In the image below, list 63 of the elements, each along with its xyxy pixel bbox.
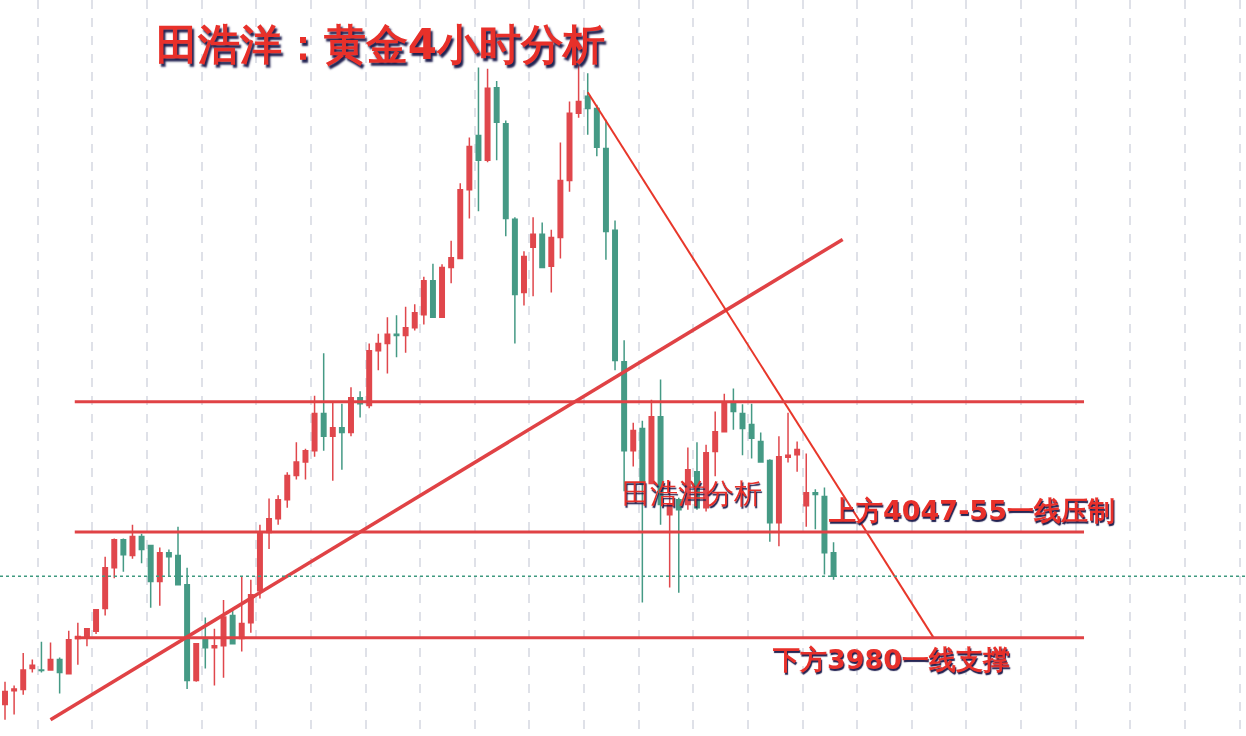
candlestick bbox=[193, 643, 200, 683]
candlestick bbox=[102, 555, 109, 617]
candlestick bbox=[493, 80, 500, 162]
candlestick bbox=[521, 250, 527, 307]
candlestick bbox=[466, 136, 473, 220]
candlestick bbox=[548, 228, 555, 294]
candlestick bbox=[11, 684, 18, 716]
candlestick bbox=[229, 608, 236, 645]
candlestick bbox=[111, 537, 118, 580]
candlestick bbox=[2, 680, 8, 721]
candlestick bbox=[65, 629, 72, 676]
candlestick bbox=[375, 332, 382, 372]
candlestick bbox=[794, 440, 801, 473]
candlestick bbox=[402, 306, 409, 354]
candlestick bbox=[38, 641, 45, 674]
candlestick bbox=[511, 216, 518, 345]
candlestick bbox=[429, 262, 436, 319]
candlestick bbox=[730, 387, 737, 431]
candlestick bbox=[29, 658, 36, 674]
candlestick bbox=[138, 533, 145, 565]
candlestick bbox=[475, 66, 482, 213]
ref-line-label: 上方4047-55一线压制 bbox=[828, 495, 1115, 526]
candlestick bbox=[539, 221, 546, 269]
ref-line-label: 下方3980一线支撑 bbox=[772, 644, 1011, 675]
chart-title: 田浩洋：黄金4小时分析 bbox=[155, 19, 605, 69]
candlestick bbox=[47, 641, 54, 672]
candlestick bbox=[785, 412, 792, 464]
candlestick bbox=[320, 352, 327, 452]
candlestick bbox=[302, 448, 309, 481]
candlestick bbox=[739, 403, 746, 457]
candlestick bbox=[457, 182, 464, 260]
candlestick bbox=[247, 578, 254, 634]
candlestick bbox=[411, 303, 418, 332]
candlestick bbox=[748, 402, 755, 460]
candlestick bbox=[448, 240, 455, 285]
candlestick bbox=[530, 216, 537, 298]
candlestick bbox=[812, 488, 819, 531]
candlestick bbox=[439, 263, 446, 319]
candlestick bbox=[293, 441, 300, 481]
candlestick bbox=[393, 314, 400, 358]
candlestick bbox=[757, 431, 764, 463]
candlestick bbox=[56, 656, 63, 695]
candlestick bbox=[612, 219, 619, 372]
candlestick bbox=[584, 72, 591, 136]
candlestick bbox=[484, 67, 491, 163]
candlestick bbox=[630, 421, 637, 468]
candlestick bbox=[557, 141, 564, 260]
candlestick bbox=[821, 486, 828, 576]
candlestick bbox=[803, 452, 810, 528]
candlestick bbox=[384, 316, 391, 375]
candlestick bbox=[202, 616, 209, 670]
candlestick bbox=[156, 546, 163, 607]
candlestick bbox=[766, 458, 773, 543]
candlestick bbox=[502, 119, 509, 237]
candlestick bbox=[284, 471, 291, 509]
candlestick bbox=[420, 275, 427, 326]
candlestick bbox=[712, 410, 719, 478]
candlestick bbox=[275, 494, 282, 526]
candlestick bbox=[20, 652, 27, 696]
candlestick bbox=[338, 402, 345, 471]
candlestick bbox=[593, 103, 600, 158]
candlestick bbox=[120, 537, 127, 573]
candlestick bbox=[93, 608, 100, 635]
